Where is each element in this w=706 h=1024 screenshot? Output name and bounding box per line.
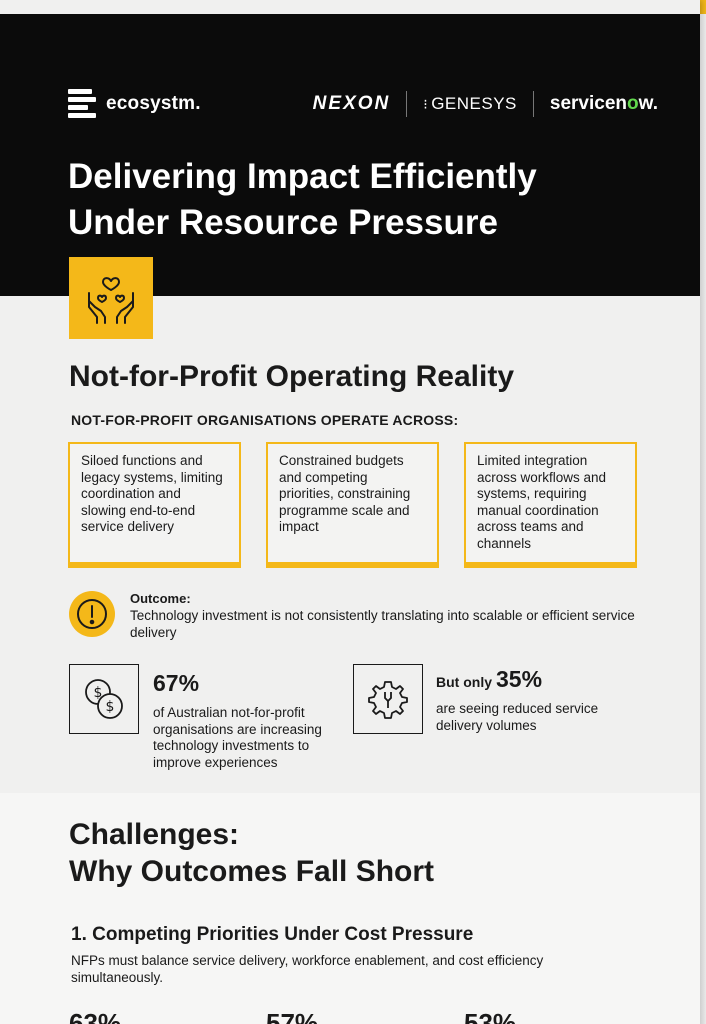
dollar-coins-icon: $ $ (69, 664, 139, 734)
challenges-heading: Challenges: Why Outcomes Fall Short (69, 818, 435, 888)
hands-heart-icon (69, 257, 153, 339)
servicenow-logo: servicenow. (549, 93, 658, 114)
challenge-stat: 53% (464, 1008, 517, 1024)
page-title: Delivering Impact Efficiently Under Reso… (68, 154, 668, 246)
reality-card: Constrained budgets and competing priori… (266, 442, 439, 568)
reality-card: Siloed functions and legacy systems, lim… (68, 442, 241, 568)
stat-value: 35% (496, 666, 543, 692)
challenge-stat: 63% (69, 1008, 122, 1024)
stat-headline: But only 35% (436, 666, 542, 693)
outcome-label: Outcome: (130, 591, 191, 606)
challenge-item-text: NFPs must balance service delivery, work… (71, 953, 544, 985)
challenges-section (0, 793, 700, 1024)
section-heading-reality: Not-for-Profit Operating Reality (69, 360, 515, 393)
stat-lead-text: But only (436, 674, 492, 690)
page-title-line-2: Under Resource Pressure (68, 203, 498, 242)
nexon-logo: NEXON (312, 93, 391, 114)
logo-divider (532, 91, 534, 117)
stat-description: are seeing reduced service delivery volu… (436, 701, 599, 733)
exclamation-icon (69, 591, 115, 637)
svg-text:$: $ (106, 699, 115, 715)
challenge-item-title: 1. Competing Priorities Under Cost Press… (71, 924, 474, 945)
reality-card: Limited integration across workflows and… (464, 442, 637, 568)
logo-divider (406, 91, 408, 117)
ecosystm-logo-icon (68, 89, 96, 119)
page-title-line-1: Delivering Impact Efficiently (68, 157, 537, 196)
genesys-logo: ⁝ GENESYS (423, 94, 517, 113)
ecosystm-logo-text: ecosystm. (106, 93, 201, 114)
svg-text:$: $ (94, 685, 103, 701)
stat-description: of Australian not-for-profit organisatio… (153, 705, 322, 770)
gear-wrench-icon (353, 664, 423, 734)
partner-logos: NEXON ⁝ GENESYS servicenow. (313, 91, 658, 117)
challenge-stat: 57% (266, 1008, 319, 1024)
logo-row: ecosystm. NEXON ⁝ GENESYS servicenow. (68, 78, 658, 130)
page-edge (700, 14, 706, 1024)
stat-value: 67% (153, 670, 200, 696)
reality-subheading: NOT-FOR-PROFIT ORGANISATIONS OPERATE ACR… (71, 412, 459, 428)
outcome-text: Technology investment is not consistentl… (130, 608, 635, 640)
header-banner: ecosystm. NEXON ⁝ GENESYS servicenow. Del… (0, 14, 700, 296)
